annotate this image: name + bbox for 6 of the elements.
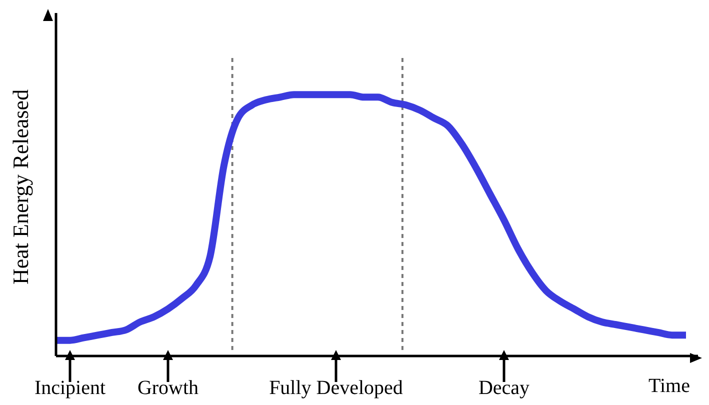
x-tick-label: Decay	[478, 377, 530, 399]
x-axis-title: Time	[648, 375, 690, 397]
y-axis-title: Heat Energy Released	[8, 89, 33, 284]
x-tick-label: Incipient	[34, 377, 106, 399]
x-tick-label: Growth	[137, 377, 199, 399]
x-tick-label: Fully Developed	[269, 377, 403, 399]
